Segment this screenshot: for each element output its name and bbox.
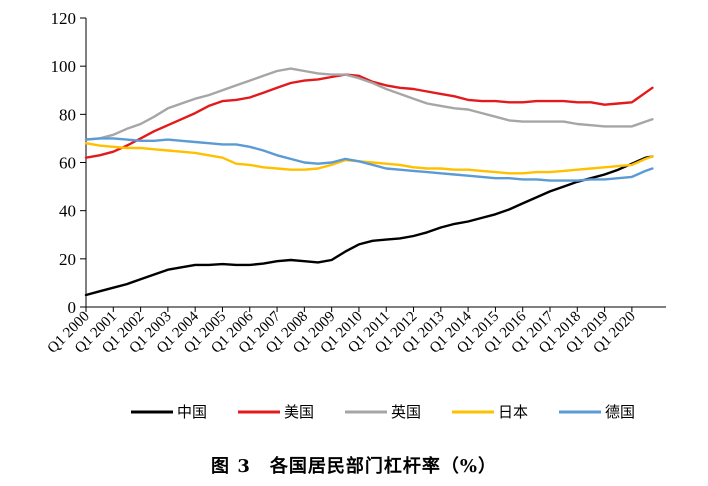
legend-label: 日本 <box>498 403 528 421</box>
series-line-2 <box>84 67 654 141</box>
series-line-1 <box>84 73 654 159</box>
figure-caption: 图 3 各国居民部门杠杆率（%） <box>211 456 497 477</box>
legend-label: 美国 <box>284 403 314 421</box>
y-tick-label: 80 <box>59 105 76 124</box>
series-line-4 <box>84 137 654 182</box>
y-axis-ticks: 0 20 40 60 80 100 120 <box>51 9 86 317</box>
legend-label: 中国 <box>177 403 207 421</box>
y-tick-label: 60 <box>59 154 76 173</box>
legend-label: 德国 <box>605 403 635 421</box>
legend: 中国 美国 英国 日本 德国 <box>131 403 635 421</box>
series-line-0 <box>84 155 654 297</box>
legend-label: 英国 <box>391 403 421 421</box>
y-tick-label: 100 <box>51 57 77 76</box>
y-tick-label: 20 <box>59 250 76 269</box>
y-tick-label: 0 <box>68 298 77 317</box>
y-tick-label: 40 <box>59 202 76 221</box>
series-line-3 <box>84 142 654 175</box>
series-lines <box>84 67 654 297</box>
y-tick-label: 120 <box>51 9 77 28</box>
